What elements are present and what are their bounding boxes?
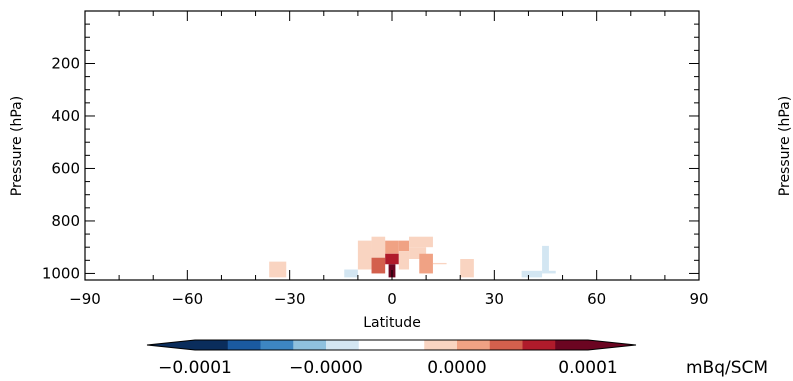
heatmap-cell [269, 261, 287, 278]
y-tick-label: 600 [51, 159, 80, 177]
x-tick-label: −60 [172, 290, 204, 308]
colorbar-tick-label: 0.0000 [427, 358, 486, 378]
heatmap-cell [316, 269, 331, 278]
colorbar-swatch [358, 340, 392, 350]
heatmap-cell [398, 251, 410, 270]
heatmap-cell [521, 270, 543, 278]
heatmap-cell [419, 253, 433, 274]
colorbar-tick-label: −0.0000 [289, 358, 363, 378]
x-tick-label: 90 [689, 290, 708, 308]
heatmap-cell [634, 209, 648, 261]
colorbar: −0.0001 −0.0000 0.0000 0.0001 [146, 339, 637, 378]
heatmap-cell [330, 261, 345, 278]
x-tick-label: 60 [587, 290, 606, 308]
colorbar-extend-low [147, 340, 195, 350]
axes: −90 −60 −30 0 30 60 90 200 400 600 800 1000 [42, 11, 709, 308]
colorbar-outline [146, 339, 637, 351]
colorbar-swatch [195, 340, 229, 350]
colorbar-swatch [326, 340, 360, 350]
colorbar-unit: mBq/SCM [686, 358, 768, 378]
y-tick-label: 200 [51, 54, 80, 72]
heatmap-cell [501, 224, 549, 274]
heatmap-cell [409, 247, 427, 260]
colorbar-swatch [489, 340, 523, 350]
heatmap-cell [385, 253, 399, 265]
heatmap-cell [344, 269, 358, 278]
heatmap-cell [460, 259, 474, 278]
colorbar-swatch [555, 340, 589, 350]
y-axis-label-secondary: Pressure (hPa) [777, 96, 793, 196]
heatmap-cell [432, 262, 447, 265]
colorbar-swatch [522, 340, 556, 350]
colorbar-tick-label: −0.0001 [158, 358, 232, 378]
heatmap-cell [548, 224, 584, 271]
heatmap-cells [269, 209, 659, 278]
heatmap-cell [583, 224, 618, 267]
y-tick-label: 800 [51, 212, 80, 230]
heatmap-cell [487, 227, 502, 278]
heatmap-cell [371, 257, 386, 274]
y-tick-label: 1000 [42, 264, 80, 282]
x-tick-label: 0 [387, 290, 397, 308]
x-tick-label: −90 [69, 290, 101, 308]
colorbar-swatch [457, 340, 491, 350]
heatmap-cell [617, 214, 635, 267]
x-axis-label: Latitude [363, 315, 421, 331]
colorbar-extend-high [588, 340, 636, 350]
heatmap-cell [371, 236, 386, 258]
heatmap-cell [398, 240, 410, 252]
colorbar-swatch [391, 340, 425, 350]
colorbar-swatch [260, 340, 294, 350]
heatmap-cell [647, 238, 659, 261]
heatmap-cell [385, 240, 399, 254]
colorbar-swatch [227, 340, 261, 350]
y-tick-label: 400 [51, 107, 80, 125]
x-tick-label: −30 [274, 290, 306, 308]
colorbar-swatch [424, 340, 458, 350]
heatmap-cell [357, 240, 372, 270]
colorbar-tick-label: 0.0001 [558, 358, 617, 378]
y-axis-label: Pressure (hPa) [9, 96, 25, 196]
colorbar-swatch [293, 340, 327, 350]
heatmap-cell [409, 236, 433, 248]
x-tick-label: 30 [485, 290, 504, 308]
